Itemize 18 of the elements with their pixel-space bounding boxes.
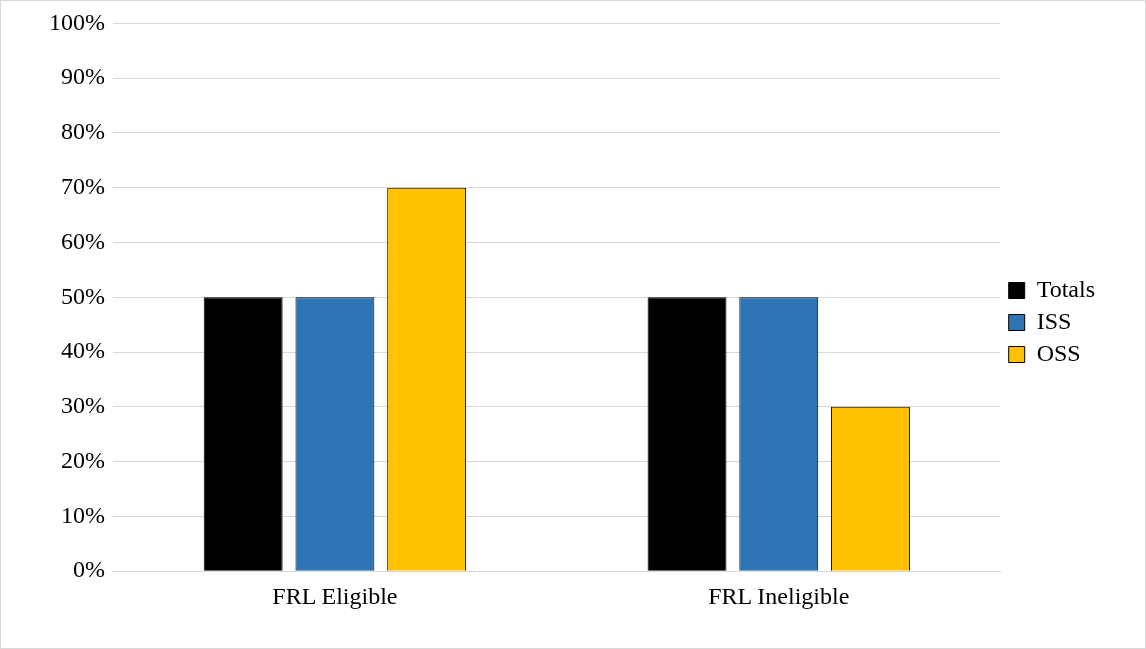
legend-label: Totals (1036, 275, 1095, 302)
y-tick-label: 20% (60, 446, 105, 473)
x-tick-label: FRL Eligible (272, 582, 398, 609)
legend-label: OSS (1036, 339, 1081, 366)
x-tick-label: FRL Ineligible (708, 582, 850, 609)
y-tick-label: 80% (60, 118, 105, 145)
y-tick-label: 10% (60, 501, 105, 528)
legend-label: ISS (1036, 307, 1072, 334)
y-tick-label: 70% (60, 173, 105, 200)
y-tick-label: 50% (60, 282, 105, 309)
y-tick-label: 90% (60, 63, 105, 90)
y-tick-label: 100% (48, 8, 105, 35)
y-tick-label: 30% (60, 392, 105, 419)
bar (647, 297, 727, 571)
y-tick-label: 0% (72, 556, 105, 583)
bar (203, 297, 283, 571)
y-tick-label: 60% (60, 227, 105, 254)
y-tick-label: 40% (60, 337, 105, 364)
